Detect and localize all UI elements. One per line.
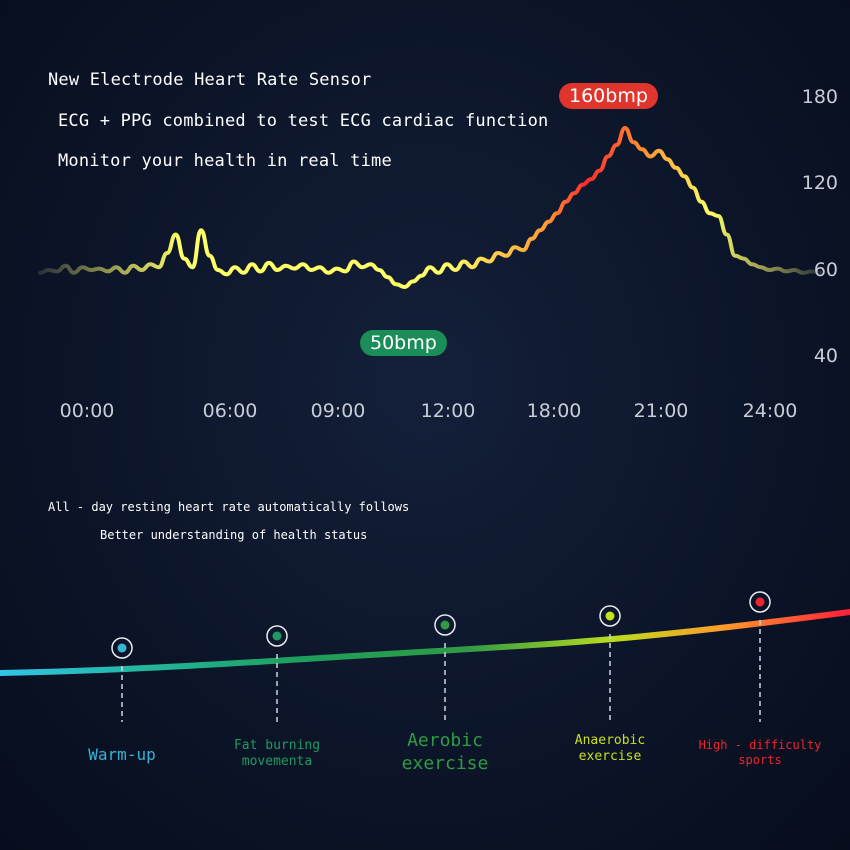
resting-rate-note: All - day resting heart rate automatical… — [48, 500, 410, 514]
y-tick-120: 120 — [801, 172, 838, 194]
zone-marker-dot — [440, 620, 450, 630]
zone-marker-ring — [599, 605, 621, 627]
x-tick-1200: 12:00 — [420, 400, 476, 422]
zone-label-line1: High - difficulty — [698, 738, 822, 752]
headline-monitor: Monitor your health in real time — [58, 151, 392, 171]
zone-label-line2: movementa — [241, 754, 313, 770]
zone-label: Fat burning movementa — [234, 738, 320, 771]
zone-label: Aerobic exercise — [402, 730, 489, 775]
x-tick-1800: 18:00 — [526, 400, 582, 422]
headline-sensor: New Electrode Heart Rate Sensor — [48, 70, 372, 90]
zone-marker-ring — [749, 591, 771, 613]
x-tick-0000: 00:00 — [59, 400, 115, 422]
zone-marker-dot — [755, 597, 765, 607]
max-heart-rate-badge: 160bmp — [559, 83, 658, 109]
health-status-note: Better understanding of health status — [100, 528, 368, 542]
zone-marker-dot — [272, 631, 282, 641]
y-tick-40: 40 — [813, 345, 838, 367]
x-tick-2100: 21:00 — [633, 400, 689, 422]
zone-marker-dot — [117, 643, 127, 653]
zone-label-line1: Aerobic — [407, 730, 483, 751]
y-tick-60: 60 — [813, 259, 838, 281]
x-tick-0600: 06:00 — [202, 400, 258, 422]
headline-ecg-ppg: ECG + PPG combined to test ECG cardiac f… — [58, 111, 549, 131]
zone-gradient-line — [0, 609, 850, 676]
zone-label: High - difficulty sports — [699, 738, 822, 768]
zone-marker-dot — [605, 611, 615, 621]
zone-label-line1: Anaerobic — [574, 733, 646, 748]
zone-label-line2: exercise — [401, 752, 489, 774]
zone-label: Anaerobic exercise — [575, 733, 645, 766]
zone-marker-ring — [434, 614, 456, 636]
zone-label: Warm-up — [88, 745, 155, 765]
zone-marker-ring — [111, 637, 133, 659]
y-tick-180: 180 — [801, 86, 838, 108]
x-tick-0900: 09:00 — [310, 400, 366, 422]
exercise-zone-curve — [0, 591, 850, 722]
heart-rate-line — [38, 126, 822, 289]
zone-label-line1: Warm-up — [88, 745, 156, 764]
zone-label-line2: sports — [738, 753, 782, 767]
zone-label-line2: exercise — [578, 749, 642, 765]
min-heart-rate-badge: 50bmp — [360, 330, 447, 356]
heart-rate-chart — [38, 126, 822, 289]
zone-marker-ring — [266, 625, 288, 647]
x-tick-2400: 24:00 — [742, 400, 798, 422]
zone-label-line1: Fat burning — [233, 738, 321, 753]
